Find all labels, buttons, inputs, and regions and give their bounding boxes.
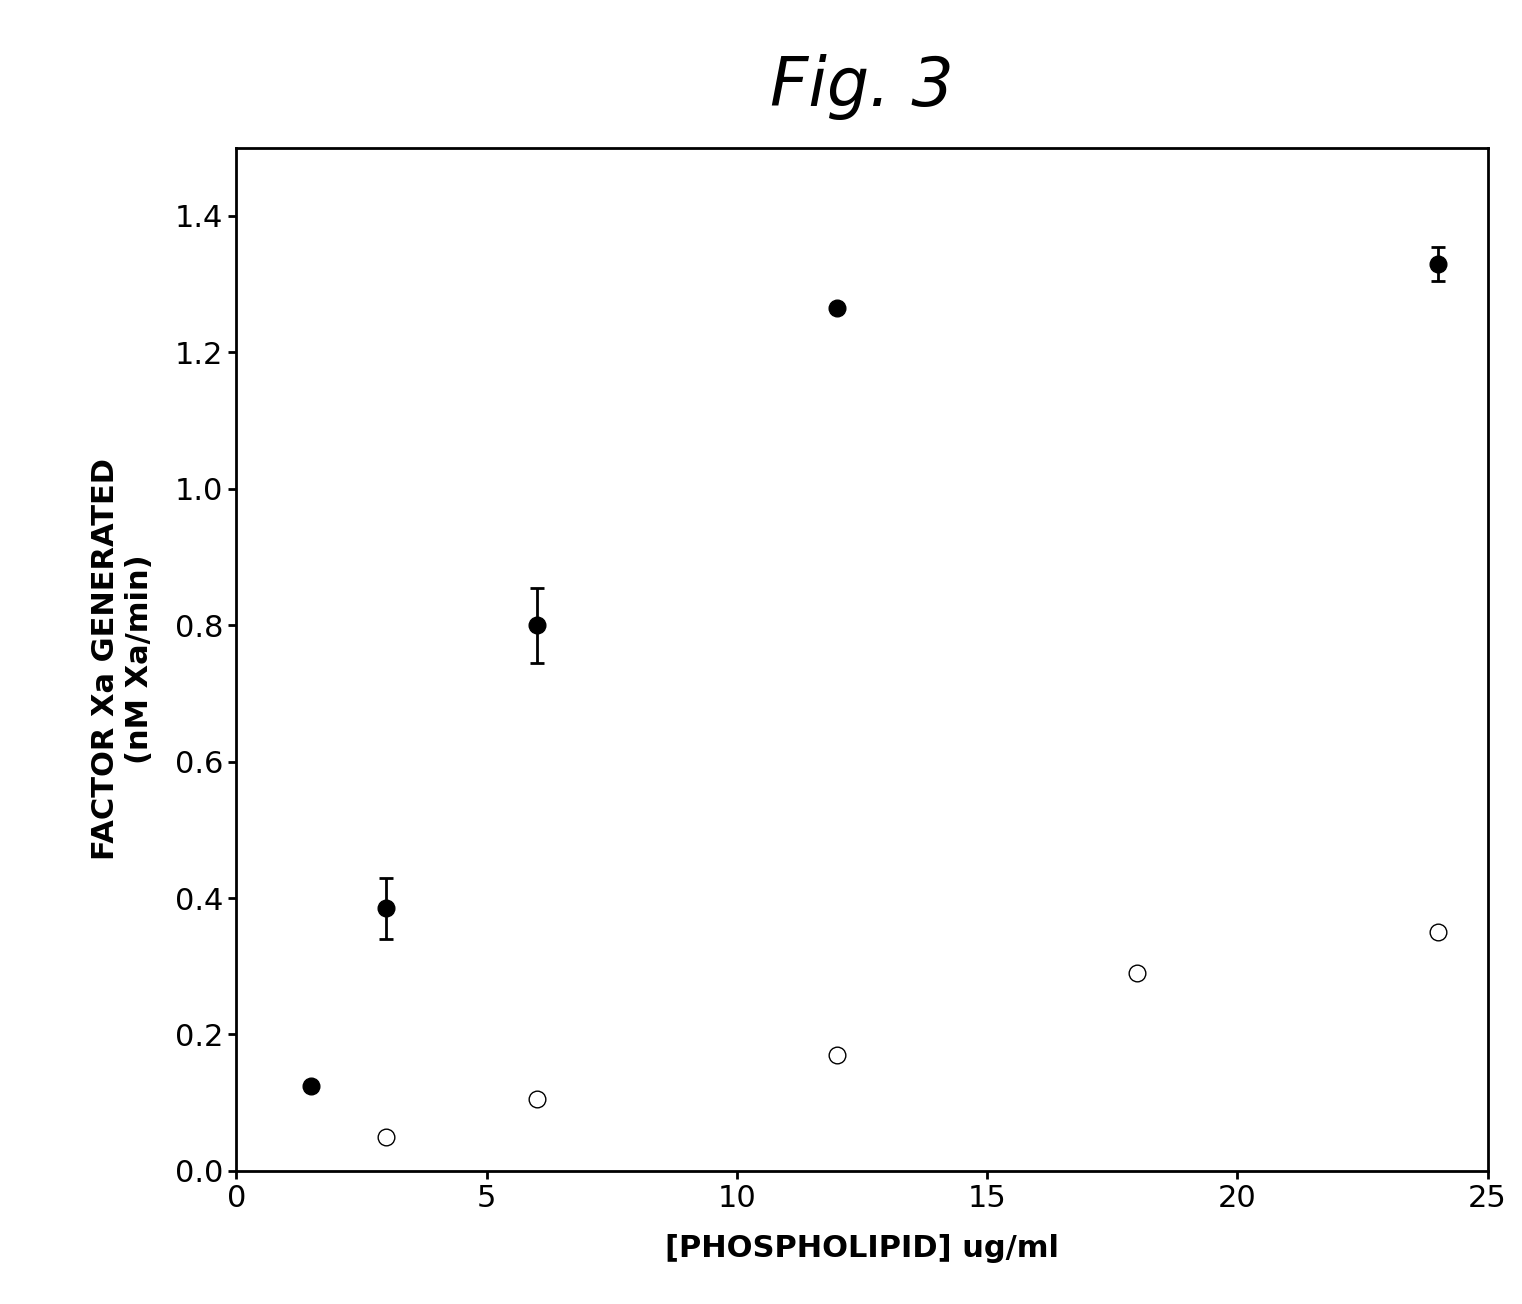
Title: Fig. 3: Fig. 3 [770,55,954,120]
Y-axis label: FACTOR Xa GENERATED
(nM Xa/min): FACTOR Xa GENERATED (nM Xa/min) [91,458,154,861]
X-axis label: [PHOSPHOLIPID] ug/ml: [PHOSPHOLIPID] ug/ml [665,1234,1059,1262]
